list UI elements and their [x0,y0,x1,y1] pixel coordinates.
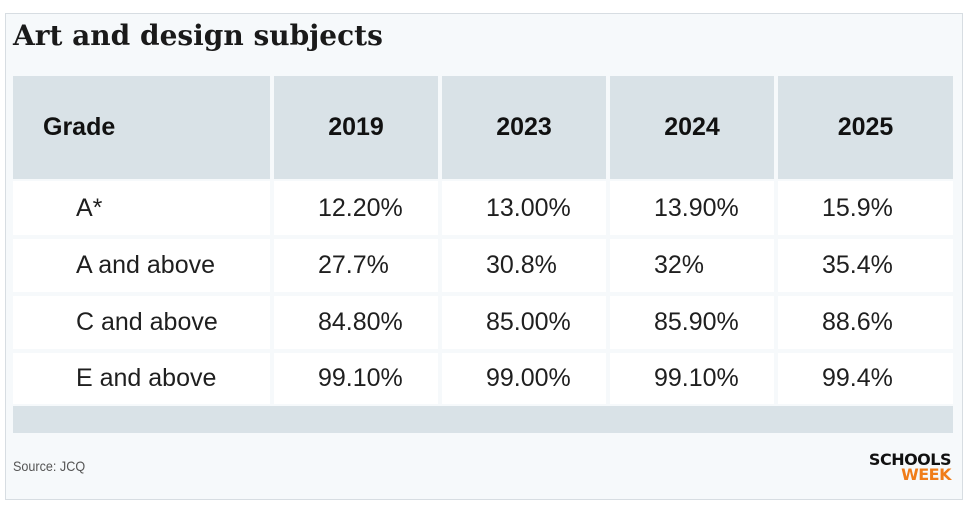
table-footer-band [13,406,953,433]
value-cell: 30.8% [438,237,608,296]
table-row: A and above 27.7% 30.8% 32% 35.4% [13,237,953,296]
value-cell: 35.4% [774,237,953,296]
value-cell: 88.6% [774,294,953,353]
value-cell: 13.00% [438,180,608,239]
grade-cell: C and above [13,294,272,353]
value-cell: 15.9% [774,180,953,239]
grade-cell: E and above [13,351,272,408]
grade-cell: A* [13,180,272,239]
value-cell: 99.00% [438,351,608,408]
grade-cell: A and above [13,237,272,296]
value-cell: 84.80% [270,294,440,353]
value-cell: 13.90% [606,180,776,239]
schools-week-logo: SCHOOLS WEEK [868,450,952,484]
value-cell: 99.10% [270,351,440,408]
value-cell: 85.00% [438,294,608,353]
column-header-grade: Grade [13,76,272,181]
value-cell: 32% [606,237,776,296]
value-cell: 99.4% [774,351,953,408]
header-row: Grade 2019 2023 2024 2025 [13,76,953,181]
value-cell: 12.20% [270,180,440,239]
table-row: A* 12.20% 13.00% 13.90% 15.9% [13,180,953,239]
chart-title: Art and design subjects [13,19,383,52]
logo-line-schools: SCHOOLS [868,450,952,469]
logo-line-week: WEEK [901,465,951,484]
column-header-2024: 2024 [606,76,776,181]
table-row: C and above 84.80% 85.00% 85.90% 88.6% [13,294,953,353]
column-header-2023: 2023 [438,76,608,181]
source-note: Source: JCQ [13,458,86,474]
column-header-2025: 2025 [774,76,953,181]
value-cell: 27.7% [270,237,440,296]
column-header-2019: 2019 [270,76,440,181]
value-cell: 85.90% [606,294,776,353]
table-row: E and above 99.10% 99.00% 99.10% 99.4% [13,351,953,408]
value-cell: 99.10% [606,351,776,408]
grades-table: Grade 2019 2023 2024 2025 A* 12.20% 13.0… [13,76,953,408]
